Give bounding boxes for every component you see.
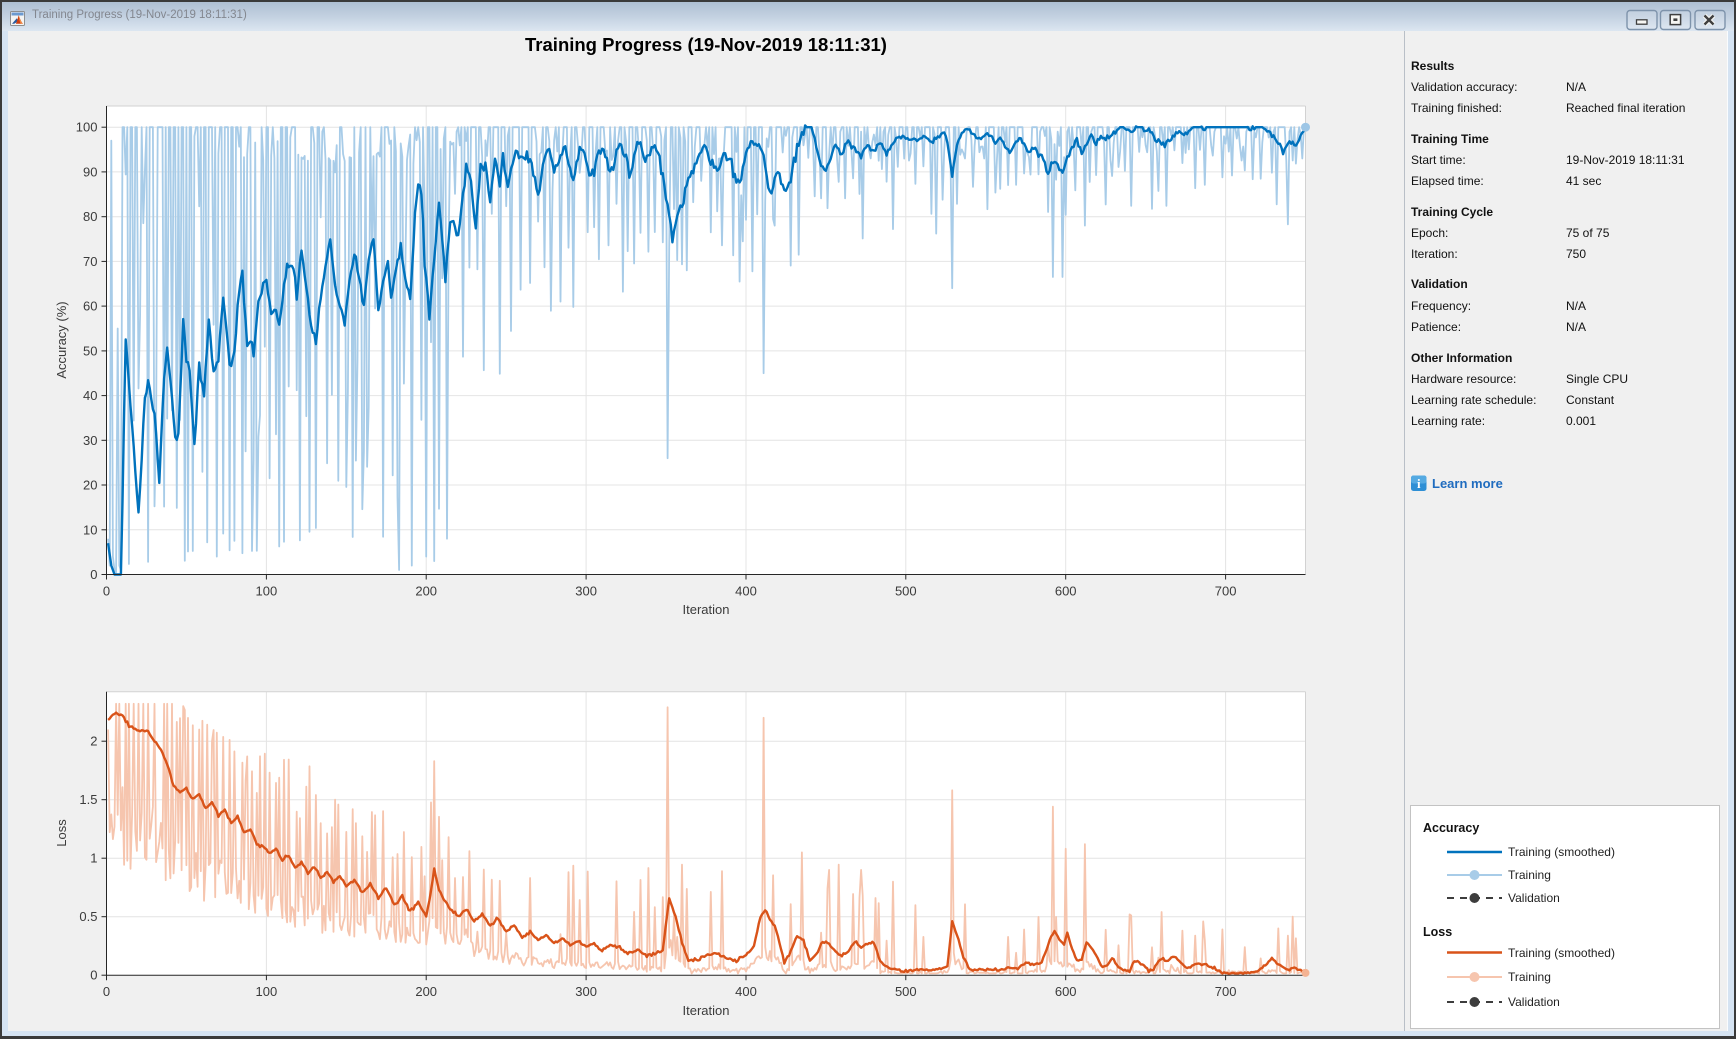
svg-text:0: 0 <box>103 984 110 999</box>
svg-text:500: 500 <box>895 984 917 999</box>
svg-text:80: 80 <box>83 209 97 224</box>
svg-text:0.5: 0.5 <box>79 909 97 924</box>
svg-text:20: 20 <box>83 478 97 493</box>
svg-text:100: 100 <box>256 584 278 599</box>
svg-text:Accuracy (%): Accuracy (%) <box>54 301 69 378</box>
svg-text:30: 30 <box>83 433 97 448</box>
svg-text:90: 90 <box>83 164 97 179</box>
svg-text:50: 50 <box>83 343 97 358</box>
svg-text:700: 700 <box>1215 584 1237 599</box>
svg-text:i: i <box>1417 476 1421 491</box>
svg-text:300: 300 <box>575 984 597 999</box>
svg-text:700: 700 <box>1215 984 1237 999</box>
svg-text:500: 500 <box>895 584 917 599</box>
svg-text:40: 40 <box>83 388 97 403</box>
svg-text:100: 100 <box>76 120 98 135</box>
svg-text:70: 70 <box>83 254 97 269</box>
svg-text:2: 2 <box>90 734 97 749</box>
svg-text:600: 600 <box>1055 984 1077 999</box>
svg-text:10: 10 <box>83 522 97 537</box>
svg-text:200: 200 <box>415 984 437 999</box>
svg-text:0: 0 <box>103 584 110 599</box>
svg-text:60: 60 <box>83 299 97 314</box>
svg-text:0: 0 <box>90 968 97 983</box>
svg-text:200: 200 <box>415 584 437 599</box>
svg-text:Iteration: Iteration <box>683 1003 730 1018</box>
svg-text:300: 300 <box>575 584 597 599</box>
svg-text:Loss: Loss <box>54 819 69 847</box>
svg-text:100: 100 <box>256 984 278 999</box>
svg-text:400: 400 <box>735 984 757 999</box>
svg-text:1.5: 1.5 <box>79 792 97 807</box>
svg-text:400: 400 <box>735 584 757 599</box>
svg-text:600: 600 <box>1055 584 1077 599</box>
svg-text:Iteration: Iteration <box>683 602 730 617</box>
svg-text:1: 1 <box>90 851 97 866</box>
svg-text:0: 0 <box>90 567 97 582</box>
